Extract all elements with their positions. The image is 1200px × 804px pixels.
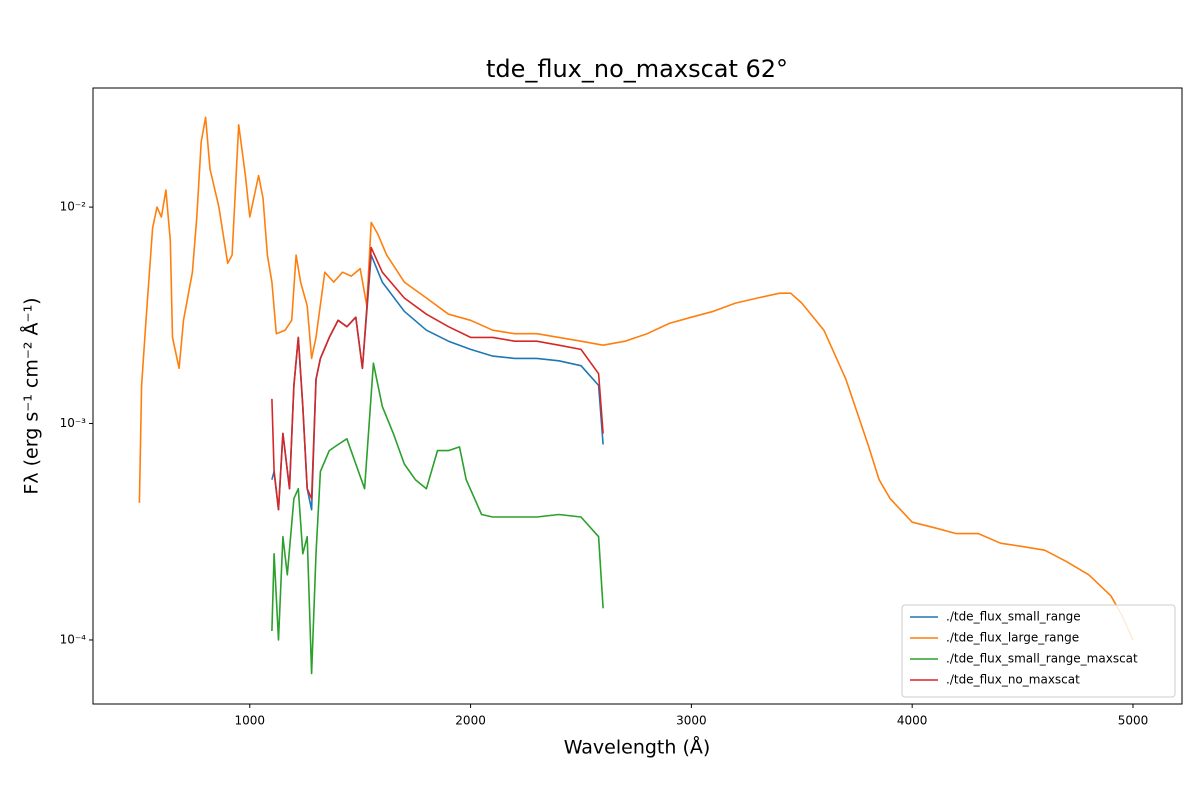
series-line: [271, 246, 604, 511]
y-tick-label: 10⁻⁴: [60, 632, 87, 646]
legend-label: ./tde_flux_no_maxscat: [946, 673, 1080, 687]
y-tick-label: 10⁻²: [60, 200, 87, 214]
x-tick-label: 3000: [676, 714, 707, 728]
x-axis-label: Wavelength (Å): [564, 736, 711, 759]
x-tick-label: 1000: [234, 714, 265, 728]
legend-label: ./tde_flux_small_range_maxscat: [946, 652, 1138, 666]
x-tick-label: 4000: [897, 714, 928, 728]
series-line: [138, 116, 1134, 641]
chart-title: tde_flux_no_maxscat 62°: [486, 55, 788, 83]
y-tick-label: 10⁻³: [60, 416, 87, 430]
y-axis-label: Fλ (erg s⁻¹ cm⁻² Å⁻¹): [20, 297, 43, 494]
legend-box: [901, 604, 1176, 698]
plot-frame: [92, 87, 1183, 705]
legend-label: ./tde_flux_small_range: [946, 610, 1081, 624]
series-line: [271, 362, 604, 675]
x-tick-label: 2000: [455, 714, 486, 728]
legend-label: ./tde_flux_large_range: [946, 631, 1079, 645]
x-tick-label: 5000: [1118, 714, 1149, 728]
